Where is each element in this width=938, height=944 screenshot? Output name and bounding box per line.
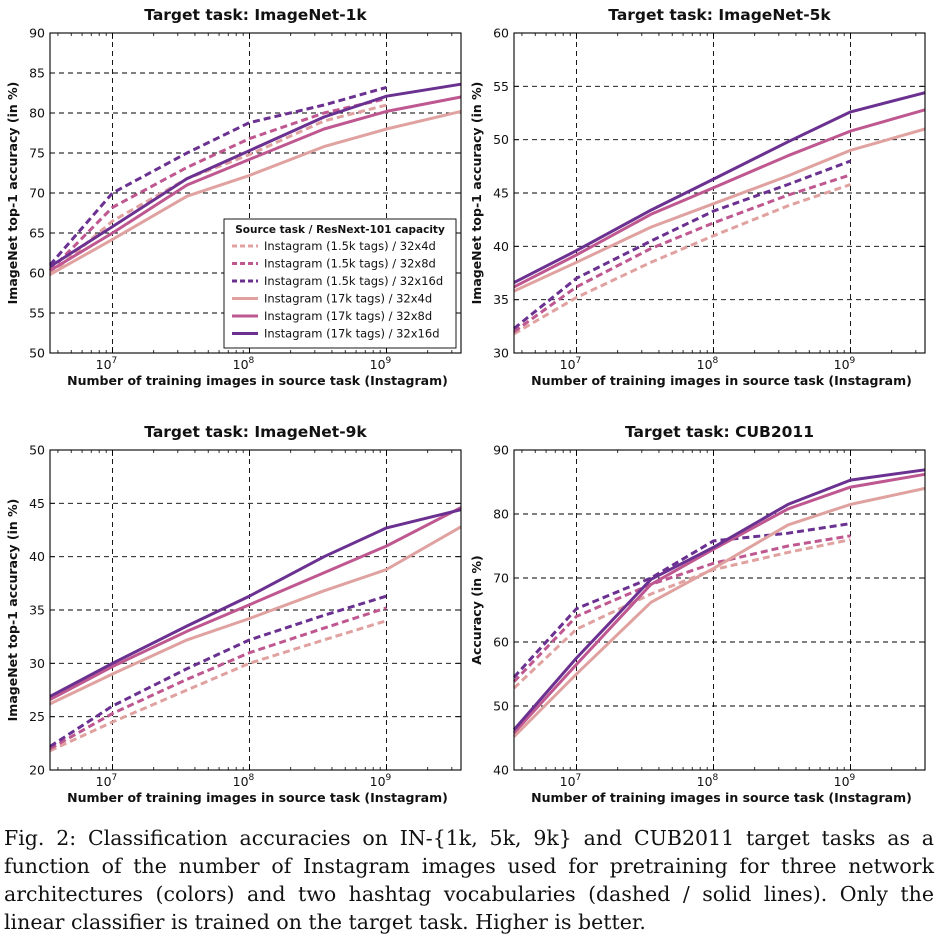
x-tick-label: 109 — [370, 773, 392, 789]
series-line-6 — [49, 508, 462, 698]
y-tick-label: 50 — [493, 132, 509, 147]
y-tick-label: 80 — [29, 106, 45, 121]
chart-panel-4: Target task: CUB2011 40 50 60 70 80 90 107 108 10… — [469, 423, 926, 805]
x-tick-label: 107 — [96, 356, 118, 372]
y-tick-label: 60 — [493, 26, 509, 41]
series-line-6 — [49, 82, 462, 268]
y-tick-label: 80 — [493, 507, 509, 522]
x-tick-label: 107 — [96, 773, 118, 789]
chart-title: Target task: ImageNet-9k — [144, 423, 367, 441]
y-tick-label: 35 — [493, 292, 509, 307]
series-line-4 — [513, 127, 926, 293]
series-line-5 — [512, 472, 926, 734]
series-line-4 — [49, 525, 462, 706]
series-line-3 — [512, 522, 851, 679]
y-tick-label: 60 — [493, 635, 509, 650]
series-line-4 — [512, 486, 926, 738]
x-tick-label: 109 — [834, 773, 856, 789]
legend-label-5: Instagram (17k tags) / 32x8d — [264, 309, 432, 323]
series-line-6 — [513, 91, 926, 284]
chart-title: Target task: ImageNet-1k — [144, 6, 367, 24]
x-tick-label: 107 — [560, 773, 582, 789]
plot-frame — [49, 32, 462, 354]
series-line-3 — [49, 594, 387, 748]
figure-caption: Fig. 2: Classification accuracies on IN-… — [4, 826, 934, 934]
legend-title: Source task / ResNext-101 capacity — [235, 224, 445, 236]
y-tick-label: 75 — [29, 146, 45, 161]
y-tick-label: 40 — [493, 763, 509, 778]
series-line-4 — [49, 109, 462, 276]
plot-frame — [49, 449, 462, 771]
y-tick-label: 30 — [29, 656, 45, 671]
y-tick-label: 90 — [29, 26, 45, 41]
y-tick-label: 55 — [29, 306, 45, 321]
x-tick-label: 107 — [560, 356, 582, 372]
y-tick-label: 50 — [29, 346, 45, 361]
series-line-5 — [49, 95, 462, 272]
y-tick-label: 20 — [29, 763, 45, 778]
y-tick-label: 60 — [29, 266, 45, 281]
legend-label-4: Instagram (17k tags) / 32x4d — [264, 292, 432, 306]
x-tick-label: 109 — [834, 356, 856, 372]
legend-label-2: Instagram (1.5k tags) / 32x8d — [264, 257, 436, 271]
y-tick-label: 40 — [29, 549, 45, 564]
series-line-2 — [49, 606, 387, 751]
chart-panel-1: Target task: ImageNet-1k 50 55 60 65 70 75 80 85… — [5, 6, 462, 388]
x-axis-label: Number of training images in source task… — [67, 373, 448, 388]
y-tick-label: 90 — [493, 443, 509, 458]
y-tick-label: 55 — [493, 79, 509, 94]
series-line-2 — [513, 173, 851, 333]
y-tick-label: 45 — [493, 186, 509, 201]
series-line-6 — [512, 468, 926, 731]
y-tick-label: 70 — [493, 571, 509, 586]
series-line-1 — [49, 103, 387, 276]
y-axis-label: ImageNet top-1 accuracy (in %) — [5, 499, 20, 722]
chart-panel-2: Target task: ImageNet-5k 30 35 40 45 50 55 60 10… — [469, 6, 926, 388]
chart-title: Target task: CUB2011 — [625, 423, 814, 441]
legend-label-6: Instagram (17k tags) / 32x16d — [264, 327, 440, 341]
chart-panel-3: Target task: ImageNet-9k 20 25 30 35 40 45 50 10… — [5, 423, 462, 805]
y-axis-label: Accuracy (in %) — [469, 555, 484, 664]
y-tick-label: 45 — [29, 496, 45, 511]
legend-box — [223, 218, 457, 349]
x-tick-label: 108 — [233, 356, 255, 372]
series-line-1 — [512, 538, 851, 690]
series-line-2 — [512, 534, 851, 683]
y-tick-label: 85 — [29, 66, 45, 81]
x-axis-label: Number of training images in source task… — [531, 790, 912, 805]
y-tick-label: 65 — [29, 226, 45, 241]
series-line-2 — [48, 97, 387, 272]
y-tick-label: 50 — [493, 699, 509, 714]
legend-label-1: Instagram (1.5k tags) / 32x4d — [264, 239, 436, 253]
series-line-1 — [49, 619, 387, 753]
x-tick-label: 108 — [697, 356, 719, 372]
y-axis-label: ImageNet top-1 accuracy (in %) — [5, 82, 20, 305]
y-tick-label: 35 — [29, 603, 45, 618]
plot-frame — [513, 449, 926, 771]
x-axis-label: Number of training images in source task… — [531, 373, 912, 388]
y-axis-label: ImageNet top-1 accuracy (in %) — [469, 82, 484, 305]
x-tick-label: 109 — [370, 356, 392, 372]
chart-title: Target task: ImageNet-5k — [608, 6, 831, 24]
series-line-3 — [513, 159, 852, 330]
legend-label-3: Instagram (1.5k tags) / 32x16d — [264, 274, 443, 288]
y-tick-label: 50 — [29, 443, 45, 458]
figure: Target task: ImageNet-1k 50 55 60 65 70 75 80 85… — [5, 6, 926, 805]
plot-frame — [513, 32, 926, 354]
y-tick-label: 40 — [493, 239, 509, 254]
series-line-5 — [513, 108, 926, 289]
y-tick-label: 70 — [29, 186, 45, 201]
x-tick-label: 108 — [233, 773, 255, 789]
series-line-1 — [513, 183, 851, 336]
y-tick-label: 25 — [29, 709, 45, 724]
series-line-3 — [48, 85, 387, 266]
x-axis-label: Number of training images in source task… — [67, 790, 448, 805]
x-tick-label: 108 — [697, 773, 719, 789]
legend: Source task / ResNext-101 capacity Instag… — [223, 218, 457, 349]
y-tick-label: 30 — [493, 346, 509, 361]
series-line-5 — [49, 506, 462, 701]
